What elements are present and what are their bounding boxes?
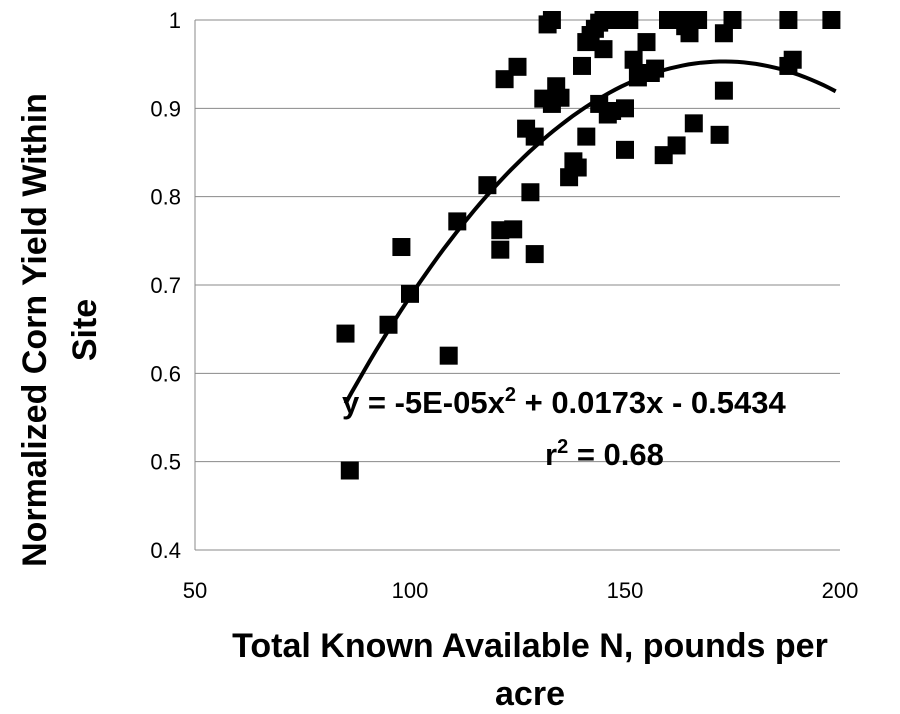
x-axis-title-line-1: Total Known Available N, pounds per [232, 627, 828, 665]
y-tick-label: 0.4 [150, 538, 181, 563]
data-point [573, 56, 591, 75]
data-point [710, 125, 729, 144]
x-tick-label: 150 [607, 578, 644, 603]
r-squared-label: r2 = 0.68 [545, 436, 664, 472]
y-axis-title-line-1: Normalized Corn Yield Within [16, 93, 54, 567]
data-point [491, 240, 510, 259]
gridlines [195, 19, 840, 463]
x-axis-title-line-2: acre [495, 675, 565, 713]
data-point [822, 11, 841, 29]
data-point [637, 33, 656, 52]
y-tick-label: 0.9 [150, 96, 181, 121]
data-point [504, 220, 523, 239]
y-tick-label: 1 [169, 8, 181, 33]
data-point [616, 99, 634, 118]
data-point [392, 238, 411, 257]
data-point [616, 140, 634, 159]
data-point [551, 88, 570, 107]
data-point [684, 114, 703, 133]
data-point [783, 50, 802, 69]
data-point [439, 346, 458, 365]
x-tick-label: 50 [183, 578, 207, 603]
data-point [336, 324, 355, 343]
x-tick-label: 200 [822, 578, 859, 603]
data-point [525, 245, 544, 264]
data-point [667, 136, 686, 155]
y-axis-title-line-2: Site [66, 299, 104, 361]
data-point [508, 57, 527, 76]
y-tick-label: 0.5 [150, 450, 181, 475]
data-point [723, 11, 742, 29]
data-point [620, 11, 639, 29]
y-tick-label: 0.7 [150, 273, 181, 298]
data-point [521, 183, 540, 202]
trendline-curve [343, 59, 837, 405]
data-point [689, 11, 708, 29]
data-point [594, 40, 613, 59]
data-point [340, 461, 359, 480]
trendline-equation: y = -5E-05x2 + 0.0173x - 0.5434 [342, 384, 786, 420]
data-point [624, 50, 643, 69]
y-tick-label: 0.6 [150, 361, 181, 386]
x-tick-labels: 50 100 150 200 [183, 578, 859, 603]
data-point [779, 11, 798, 29]
data-point [714, 81, 733, 100]
data-point [568, 158, 587, 177]
data-points [336, 11, 841, 480]
y-tick-labels: 0.4 0.5 0.6 0.7 0.8 0.9 1 [150, 8, 181, 563]
y-tick-label: 0.8 [150, 185, 181, 210]
data-point [542, 11, 561, 29]
x-tick-label: 100 [392, 578, 429, 603]
data-point [577, 127, 596, 146]
